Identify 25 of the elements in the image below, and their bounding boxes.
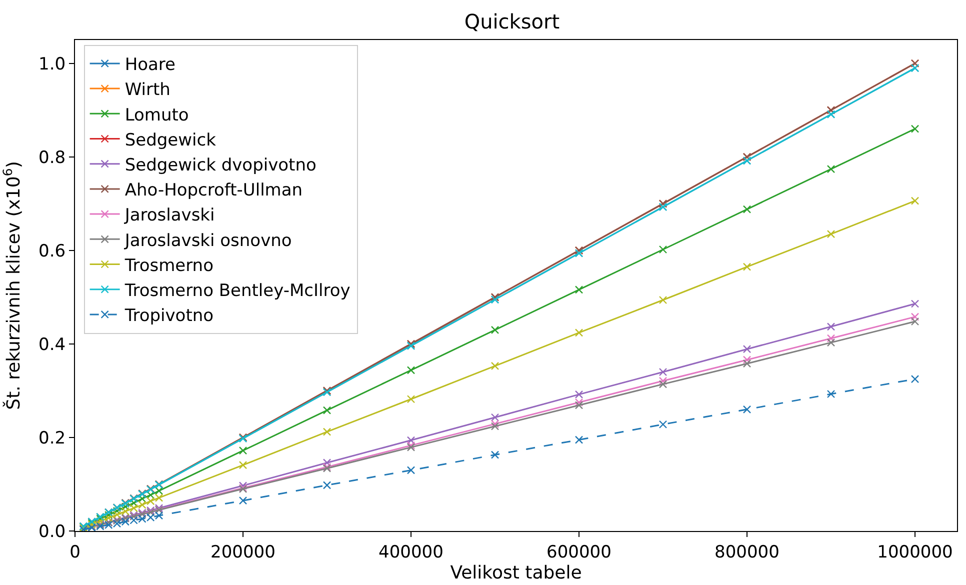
x-tick-label: 600000 [546,542,612,562]
x-tick-label: 800000 [714,542,780,562]
legend-label: Trosmerno Bentley-McIlroy [124,280,350,301]
legend-label: Hoare [124,55,176,76]
y-tick-label: 0.2 [38,428,66,448]
legend-label: Jaroslavski osnovno [124,230,292,251]
legend-label: Aho-Hopcroft-Ullman [124,180,303,201]
y-tick-label: 1.0 [38,54,66,74]
y-tick-label: 0.8 [38,148,66,168]
legend-label: Lomuto [124,105,189,126]
legend-label: Tropivotno [124,306,214,326]
x-tick-label: 200000 [210,542,276,562]
x-tick-label: 0 [70,542,80,562]
legend-label: Trosmerno [124,256,214,276]
x-tick-label: 1000000 [877,542,953,562]
legend-label: Sedgewick dvopivotno [124,155,316,176]
chart-title: Quicksort [464,10,560,34]
legend-label: Wirth [124,80,170,100]
y-tick-label: 0.6 [38,241,66,262]
legend-label: Jaroslavski [124,206,215,226]
x-tick-label: 400000 [378,542,444,562]
x-axis-title: Velikost tabele [450,562,582,584]
y-tick-label: 0.0 [38,522,66,542]
y-tick-label: 0.4 [38,334,66,355]
legend-label: Sedgewick [124,130,216,150]
